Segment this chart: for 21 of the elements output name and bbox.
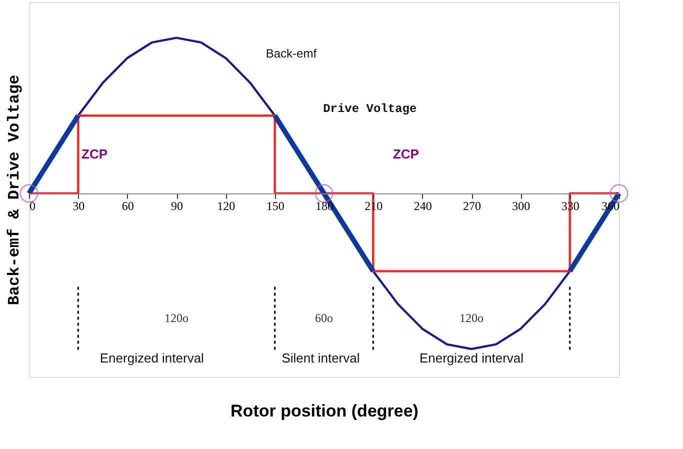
annotation: 120o	[460, 310, 484, 325]
annotation: Back-emf	[266, 46, 318, 60]
x-tick-label: 120	[217, 198, 236, 213]
text: Energized interval	[419, 350, 524, 366]
x-tick-label: 90	[171, 198, 183, 213]
annotation: ZCP	[82, 146, 108, 162]
text: Energized interval	[100, 350, 204, 366]
x-tick-label: 30	[72, 198, 85, 213]
x-axis-title: Rotor position (degree)	[230, 402, 418, 420]
x-tick-label: 0	[30, 198, 36, 213]
text: Silent interval	[282, 350, 360, 366]
annotation: ZCP	[392, 146, 420, 162]
x-tick-label: 60	[122, 198, 134, 213]
annotation: Drive Voltage	[323, 102, 417, 116]
annotation: 120o	[164, 310, 188, 325]
x-tick-label: 150	[266, 198, 284, 213]
x-tick-label: 240	[414, 198, 432, 213]
annotation: 60o	[315, 310, 333, 325]
x-tick-label: 300	[512, 198, 530, 213]
y-axis-title: Back-emf & Drive Voltage	[6, 74, 24, 306]
x-tick-label: 270	[463, 198, 481, 213]
